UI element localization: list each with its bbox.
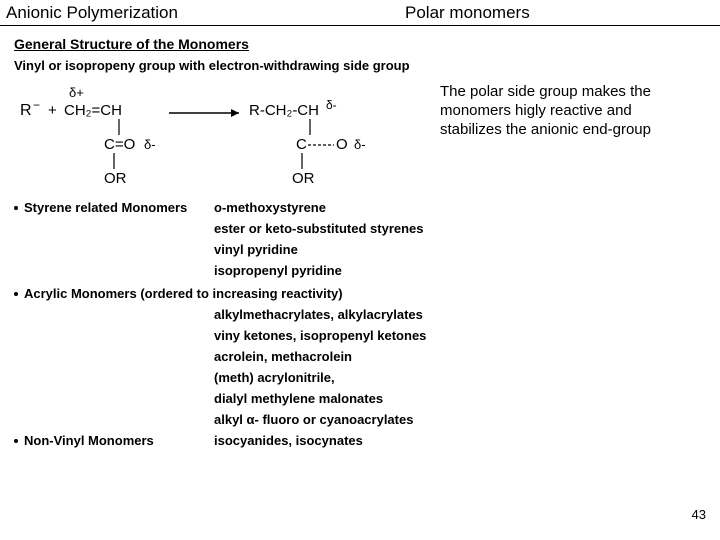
co-label: C=O	[104, 136, 135, 153]
acrylic-item-3: (meth) acrylonitrile,	[214, 370, 720, 385]
acrylic-item-1: viny ketones, isopropenyl ketones	[214, 328, 720, 343]
reaction-diagram: δ+ R − + CH₂=CH C=O δ- OR R-CH₂-CH δ- C …	[14, 79, 434, 194]
acrylic-item-4: dialyl methylene malonates	[214, 391, 720, 406]
styrene-item-0: o-methoxystyrene	[214, 200, 326, 215]
subtitle: Vinyl or isopropeny group with electron-…	[14, 58, 720, 73]
acrylic-label-text: Acrylic Monomers (ordered to increasing …	[24, 286, 343, 301]
bullet-icon	[14, 439, 18, 443]
nonvinyl-row: Non-Vinyl Monomers isocyanides, isocynat…	[14, 433, 720, 448]
styrene-label-text: Styrene related Monomers	[24, 200, 187, 215]
delta-plus-label: δ+	[69, 85, 84, 100]
r-minus-charge: −	[33, 98, 40, 112]
or-label-1: OR	[104, 170, 127, 187]
acrylic-item-2: acrolein, methacrolein	[214, 349, 720, 364]
product-main: R-CH₂-CH	[249, 102, 319, 119]
bullet-icon	[14, 292, 18, 296]
section-title: General Structure of the Monomers	[14, 36, 720, 52]
nonvinyl-item-0: isocyanides, isocynates	[214, 433, 363, 448]
side-explanation: The polar side group makes the monomers …	[440, 83, 690, 139]
header-right: Polar monomers	[315, 3, 714, 23]
styrene-row: Styrene related Monomers o-methoxystyren…	[14, 200, 720, 215]
or-label-2: OR	[292, 170, 315, 187]
product-c: C	[296, 136, 307, 153]
header: Anionic Polymerization Polar monomers	[0, 0, 720, 26]
plus-sign: +	[48, 102, 57, 119]
delta-minus-1: δ-	[144, 137, 156, 152]
page-number: 43	[692, 507, 706, 522]
styrene-item-2: vinyl pyridine	[214, 242, 720, 257]
acrylic-item-5: alkyl α- fluoro or cyanoacrylates	[214, 412, 720, 427]
header-left: Anionic Polymerization	[6, 3, 315, 23]
diagram-area: δ+ R − + CH₂=CH C=O δ- OR R-CH₂-CH δ- C …	[14, 79, 720, 194]
styrene-item-1: ester or keto-substituted styrenes	[214, 221, 720, 236]
delta-minus-2: δ-	[354, 137, 366, 152]
nonvinyl-label-text: Non-Vinyl Monomers	[24, 433, 154, 448]
acrylic-items: alkylmethacrylates, alkylacrylates viny …	[214, 307, 720, 427]
nonvinyl-label: Non-Vinyl Monomers	[14, 433, 214, 448]
acrylic-item-0: alkylmethacrylates, alkylacrylates	[214, 307, 720, 322]
bullet-icon	[14, 206, 18, 210]
product-charge-1: δ-	[326, 98, 337, 112]
r-label: R	[20, 102, 32, 119]
styrene-label: Styrene related Monomers	[14, 200, 214, 215]
acrylic-label: Acrylic Monomers (ordered to increasing …	[14, 286, 720, 301]
product-o: O	[336, 136, 348, 153]
ch2ch-label: CH₂=CH	[64, 102, 122, 119]
styrene-item-3: isopropenyl pyridine	[214, 263, 720, 278]
styrene-items: ester or keto-substituted styrenes vinyl…	[214, 221, 720, 278]
